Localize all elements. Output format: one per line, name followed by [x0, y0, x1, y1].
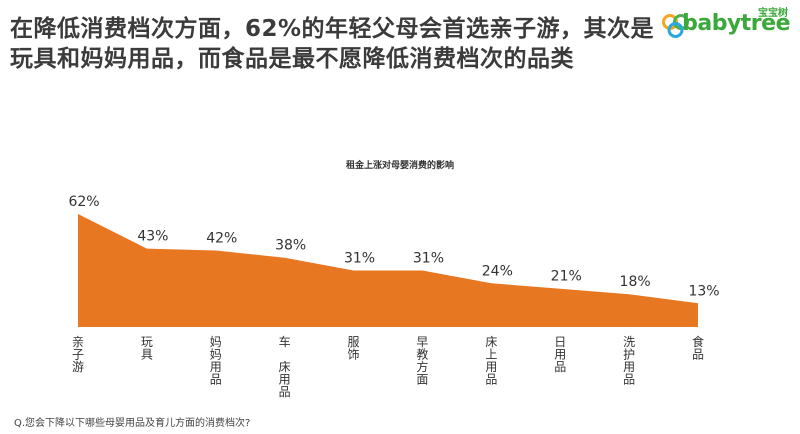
category-label: 子 — [72, 348, 84, 362]
category-label: 教 — [416, 347, 428, 362]
category-label: 品 — [485, 373, 497, 387]
survey-question: Q.您会下降以下哪些母婴用品及育儿方面的消费档次? — [14, 418, 251, 429]
category-label: 用 — [623, 360, 635, 374]
category-label: 车 — [279, 334, 291, 349]
category-label: 游 — [72, 360, 84, 374]
category-label: 妈 — [210, 335, 222, 349]
area-series — [78, 214, 698, 327]
category-label: 面 — [416, 373, 428, 387]
category-label: 服 — [348, 335, 360, 349]
category-label: 用 — [485, 360, 497, 374]
category-label: 亲 — [72, 335, 84, 349]
data-label: 62% — [68, 194, 99, 210]
data-label: 31% — [413, 251, 444, 267]
category-label: 玩 — [141, 335, 153, 349]
chart-title: 租金上涨对母婴消费的影响 — [345, 161, 454, 171]
headline: 在降低消费档次方面，62%的年轻父母会首选亲子游，其次是玩具和妈妈用品，而食品是… — [10, 16, 655, 72]
category-label: 食 — [692, 334, 704, 349]
category-label: 品 — [554, 360, 566, 374]
logo-mark-icon — [662, 14, 689, 38]
category-label: 妈 — [210, 348, 222, 362]
logo-text-en: babytree — [682, 11, 790, 36]
data-label: 43% — [137, 229, 168, 245]
category-label: 饰 — [348, 348, 360, 362]
category-label: 具 — [141, 348, 153, 362]
category-label: 床 — [279, 360, 291, 374]
category-label: 护 — [623, 348, 635, 362]
category-label: 用 — [210, 360, 222, 374]
data-label: 18% — [620, 274, 651, 290]
data-label: 13% — [688, 283, 719, 299]
data-label: 31% — [344, 251, 375, 267]
logo-text-cn: 宝宝树 — [758, 8, 788, 19]
category-label: 日 — [554, 335, 566, 349]
babytree-logo: 宝宝树 babytree — [662, 4, 792, 40]
category-label: 品 — [210, 373, 222, 387]
data-label: 24% — [482, 263, 513, 279]
category-label: 品 — [279, 385, 291, 399]
data-label: 21% — [551, 269, 582, 285]
category-label: 用 — [554, 348, 566, 362]
category-label: 床 — [485, 335, 497, 349]
category-label: 品 — [692, 348, 704, 362]
category-label: 洗 — [623, 335, 635, 349]
category-label: 品 — [623, 373, 635, 387]
data-label: 42% — [206, 230, 237, 246]
category-label: 上 — [485, 348, 497, 362]
category-label: 早 — [416, 335, 428, 349]
category-label: 方 — [416, 359, 428, 374]
data-label: 38% — [275, 238, 306, 254]
category-label: 用 — [279, 373, 291, 387]
